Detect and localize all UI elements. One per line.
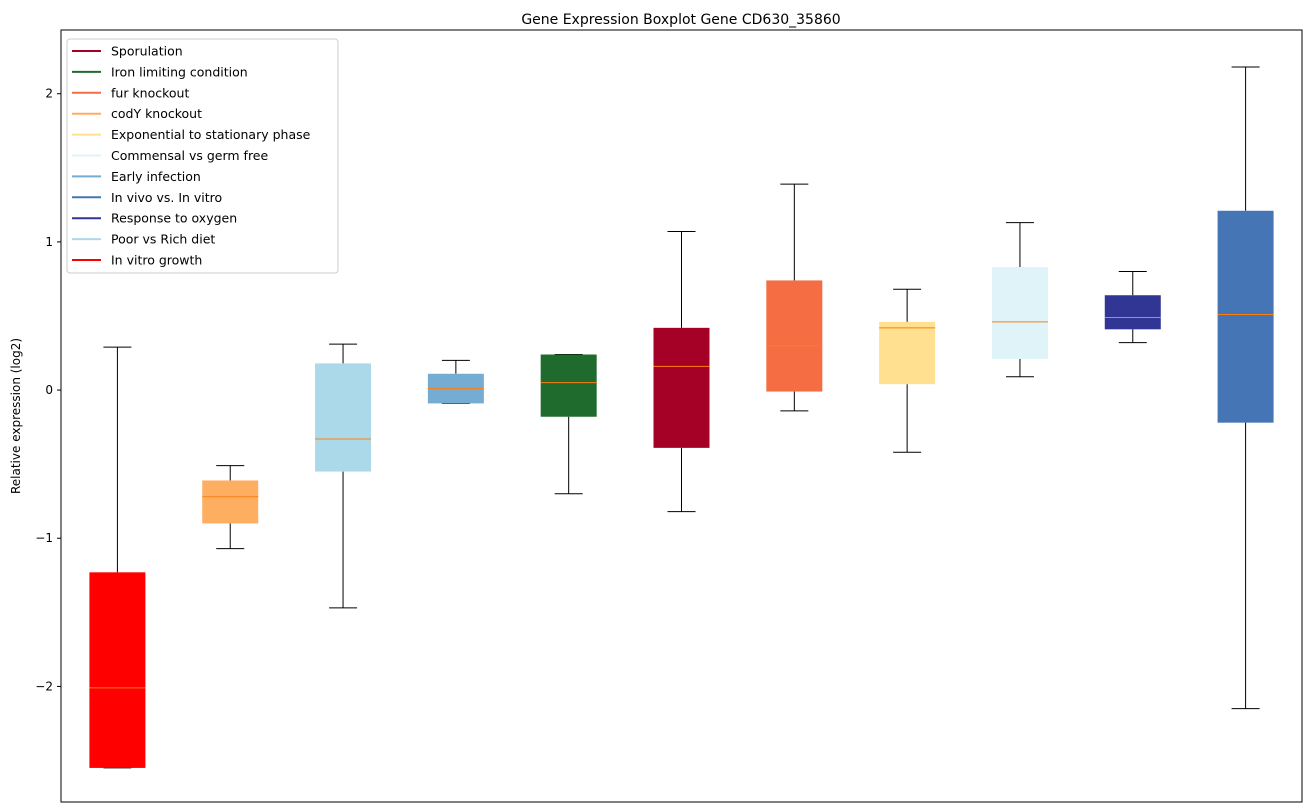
legend-label: Early infection xyxy=(111,169,201,184)
box-fur-knockout xyxy=(766,183,823,412)
box-iqr xyxy=(315,363,372,472)
box-exponential-to-stationary-phase xyxy=(879,288,936,453)
legend-label: Commensal vs germ free xyxy=(111,148,268,163)
chart-title: Gene Expression Boxplot Gene CD630_35860 xyxy=(521,12,840,28)
box-in-vivo-vs-in-vitro xyxy=(1217,66,1274,710)
legend-label: fur knockout xyxy=(111,85,189,100)
box-iqr xyxy=(202,480,259,524)
y-tick-label: 0 xyxy=(45,383,53,397)
box-iqr xyxy=(89,572,146,768)
box-commensal-vs-germ-free xyxy=(991,222,1048,378)
legend-label: Exponential to stationary phase xyxy=(111,127,311,142)
box-in-vitro-growth xyxy=(89,346,146,769)
legend-label: Response to oxygen xyxy=(111,211,237,226)
box-iqr xyxy=(653,327,710,448)
legend-label: In vitro growth xyxy=(111,253,202,268)
y-tick-label: 1 xyxy=(45,235,53,249)
box-iqr xyxy=(991,267,1048,359)
legend-label: codY knockout xyxy=(111,106,202,121)
y-tick-label: −2 xyxy=(35,679,53,693)
legend-frame xyxy=(66,38,339,274)
legend-label: Iron limiting condition xyxy=(111,64,248,79)
box-iqr xyxy=(1104,295,1161,330)
legend: Sporulation Iron limiting condition fur kn… xyxy=(66,38,339,274)
y-tick-label: −1 xyxy=(35,531,53,545)
box-iqr xyxy=(766,280,823,392)
legend-label: Poor vs Rich diet xyxy=(111,232,215,247)
plot-frame xyxy=(60,29,1303,803)
box-poor-vs-rich-diet xyxy=(315,343,372,609)
box-cody-knockout xyxy=(202,465,259,550)
box-iqr xyxy=(879,321,936,385)
box-sporulation xyxy=(653,231,710,513)
y-axis: −2 −1 0 1 2 xyxy=(35,87,61,693)
box-iqr xyxy=(1217,210,1274,423)
boxes xyxy=(89,66,1274,769)
box-iqr xyxy=(540,354,597,417)
y-axis-label: Relative expression (log2) xyxy=(9,338,23,494)
legend-label: In vivo vs. In vitro xyxy=(111,190,222,205)
box-response-to-oxygen xyxy=(1104,271,1161,344)
y-tick-label: 2 xyxy=(45,87,53,101)
legend-label: Sporulation xyxy=(111,44,183,59)
box-early-infection xyxy=(427,359,484,404)
box-iron-limiting-condition xyxy=(540,354,597,495)
